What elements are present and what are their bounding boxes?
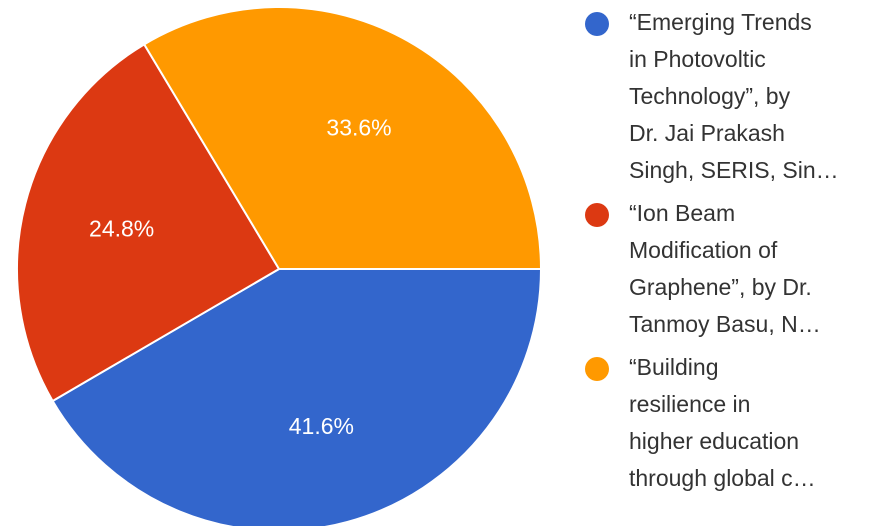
legend-swatch-0: [585, 12, 609, 36]
legend-swatch-1: [585, 203, 609, 227]
legend-swatch-2: [585, 357, 609, 381]
legend-item-2[interactable]: “Building resilience in higher education…: [585, 349, 875, 497]
pie-slice-1[interactable]: [16, 42, 281, 403]
pie-slices: [16, 6, 543, 526]
pie-slice-label-0: 41.6%: [289, 413, 354, 439]
pie-slice-label-2: 33.6%: [326, 115, 391, 141]
legend-item-1[interactable]: “Ion Beam Modification of Graphene”, by …: [585, 195, 875, 343]
legend-label-2: “Building resilience in higher education…: [629, 354, 816, 491]
pie-plot-area: 41.6% 24.8% 33.6%: [16, 6, 543, 526]
pie-slice-2[interactable]: [142, 6, 543, 270]
legend-label-0: “Emerging Trends in Photovoltic Technolo…: [629, 9, 839, 183]
legend-label-1: “Ion Beam Modification of Graphene”, by …: [629, 200, 821, 337]
pie-slice-0[interactable]: [51, 268, 543, 526]
legend: “Emerging Trends in Photovoltic Technolo…: [585, 4, 875, 503]
pie-slice-label-1: 24.8%: [89, 216, 154, 242]
legend-item-0[interactable]: “Emerging Trends in Photovoltic Technolo…: [585, 4, 875, 189]
pie-slice-labels: 41.6% 24.8% 33.6%: [89, 115, 392, 439]
